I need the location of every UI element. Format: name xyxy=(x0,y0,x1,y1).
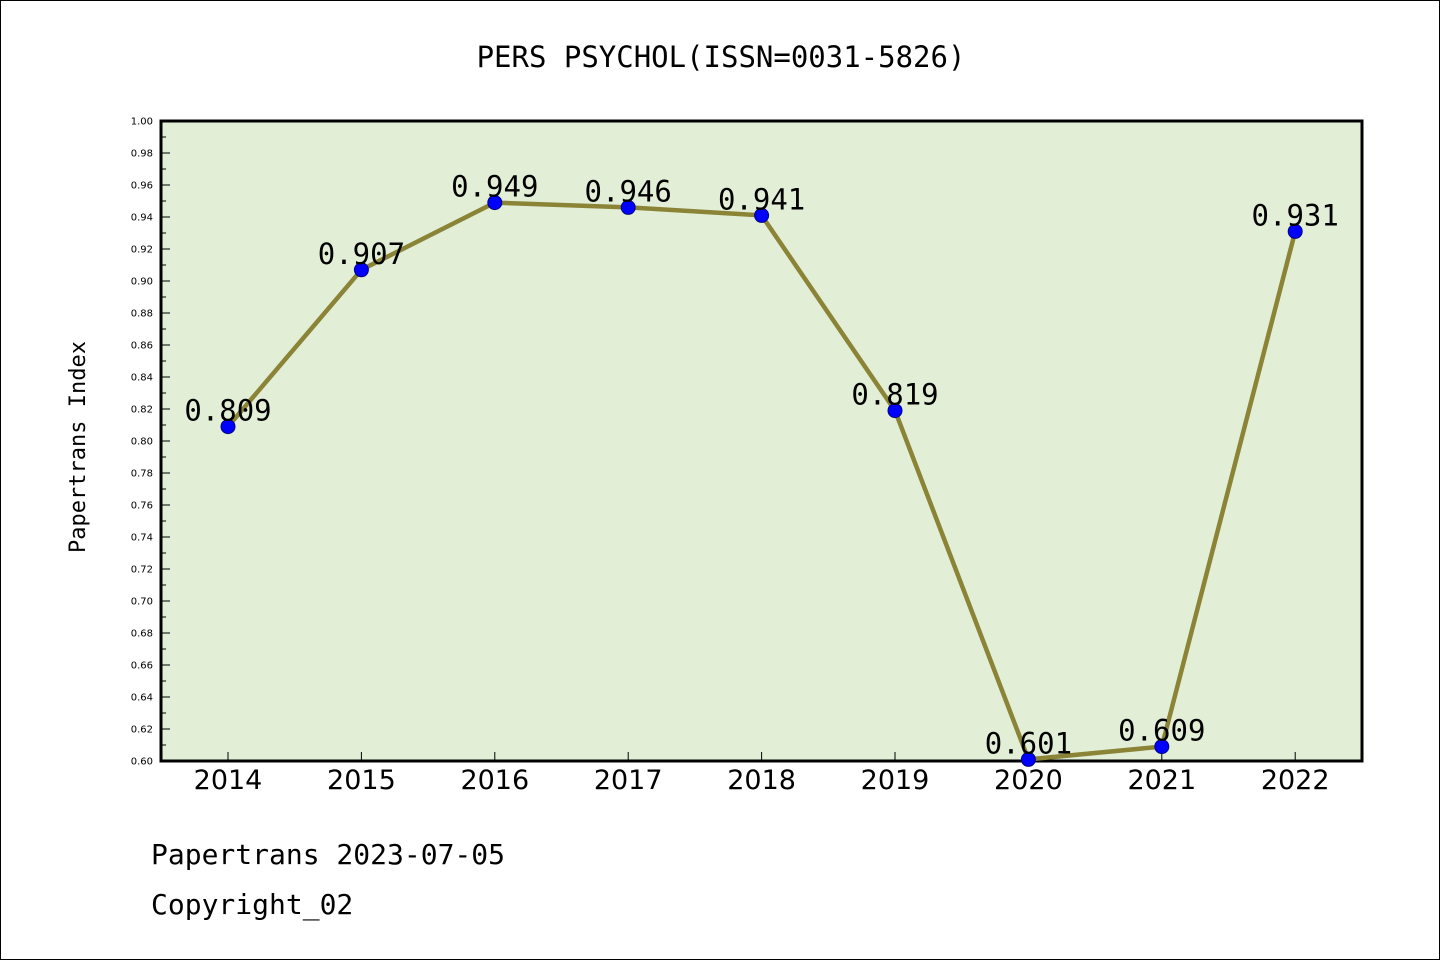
y-tick-label: 0.64 xyxy=(131,693,153,704)
y-tick-label: 1.00 xyxy=(131,117,153,128)
y-tick-label: 0.68 xyxy=(131,629,153,640)
data-point xyxy=(220,419,236,435)
y-tick-label: 0.76 xyxy=(131,501,153,512)
y-axis: 0.60 0.62 0.64 0.66 0.68 0.70 0.72 0.74 0.76 0.78… xyxy=(131,117,170,768)
x-tick-label: 2014 xyxy=(194,765,263,796)
footer-date: Papertrans 2023-07-05 xyxy=(151,838,505,871)
x-tick-label: 2016 xyxy=(460,765,529,796)
data-label: 0.946 xyxy=(585,174,672,208)
x-axis: 2014 2015 2016 2017 2018 2019 2020 2021 2022 xyxy=(194,752,1330,796)
data-point xyxy=(487,195,503,211)
y-tick-label: 0.98 xyxy=(131,149,153,160)
y-tick-label: 0.74 xyxy=(131,533,153,544)
data-label: 0.941 xyxy=(718,182,805,216)
y-tick-label: 0.86 xyxy=(131,341,153,352)
data-point xyxy=(1020,751,1036,767)
plot-area xyxy=(159,119,1364,763)
footer-copyright: Copyright_02 xyxy=(151,888,353,922)
y-tick-label: 0.82 xyxy=(131,405,153,416)
data-label: 0.819 xyxy=(851,378,938,412)
data-label: 0.949 xyxy=(451,170,538,204)
x-tick-label: 2017 xyxy=(594,765,663,796)
data-point xyxy=(620,199,636,215)
data-point xyxy=(1154,739,1170,755)
data-label: 0.931 xyxy=(1252,198,1339,232)
data-point xyxy=(353,262,369,278)
x-tick-label: 2020 xyxy=(994,765,1063,796)
chart-title: PERS PSYCHOL(ISSN=0031-5826) xyxy=(477,40,966,74)
y-tick-label: 0.66 xyxy=(131,661,153,672)
y-tick-label: 0.96 xyxy=(131,181,153,192)
y-tick-label: 0.60 xyxy=(131,757,153,768)
data-label: 0.809 xyxy=(184,394,271,428)
y-tick-label: 0.90 xyxy=(131,277,153,288)
data-label: 0.601 xyxy=(985,726,1072,760)
y-tick-label: 0.84 xyxy=(131,373,153,384)
y-tick-label: 0.72 xyxy=(131,565,153,576)
x-tick-label: 2019 xyxy=(861,765,930,796)
series-papertrans-index xyxy=(220,195,1303,767)
y-tick-label: 0.70 xyxy=(131,597,153,608)
data-label: 0.609 xyxy=(1118,714,1205,748)
y-tick-label: 0.92 xyxy=(131,245,153,256)
y-tick-label: 0.80 xyxy=(131,437,153,448)
y-axis-label: Papertrans Index xyxy=(66,341,91,553)
y-tick-label: 0.88 xyxy=(131,309,153,320)
y-tick-label: 0.62 xyxy=(131,725,153,736)
x-tick-label: 2018 xyxy=(727,765,796,796)
data-point xyxy=(887,403,903,419)
x-tick-label: 2015 xyxy=(327,765,396,796)
data-label: 0.907 xyxy=(318,237,405,271)
x-tick-label: 2021 xyxy=(1127,765,1196,796)
y-tick-label: 0.94 xyxy=(131,213,153,224)
y-tick-label: 0.78 xyxy=(131,469,153,480)
x-tick-label: 2022 xyxy=(1261,765,1330,796)
data-point xyxy=(754,207,770,223)
data-point xyxy=(1287,223,1303,239)
data-labels: 0.809 0.907 0.949 0.946 0.941 0.819 0.601 0.609… xyxy=(184,170,1339,761)
